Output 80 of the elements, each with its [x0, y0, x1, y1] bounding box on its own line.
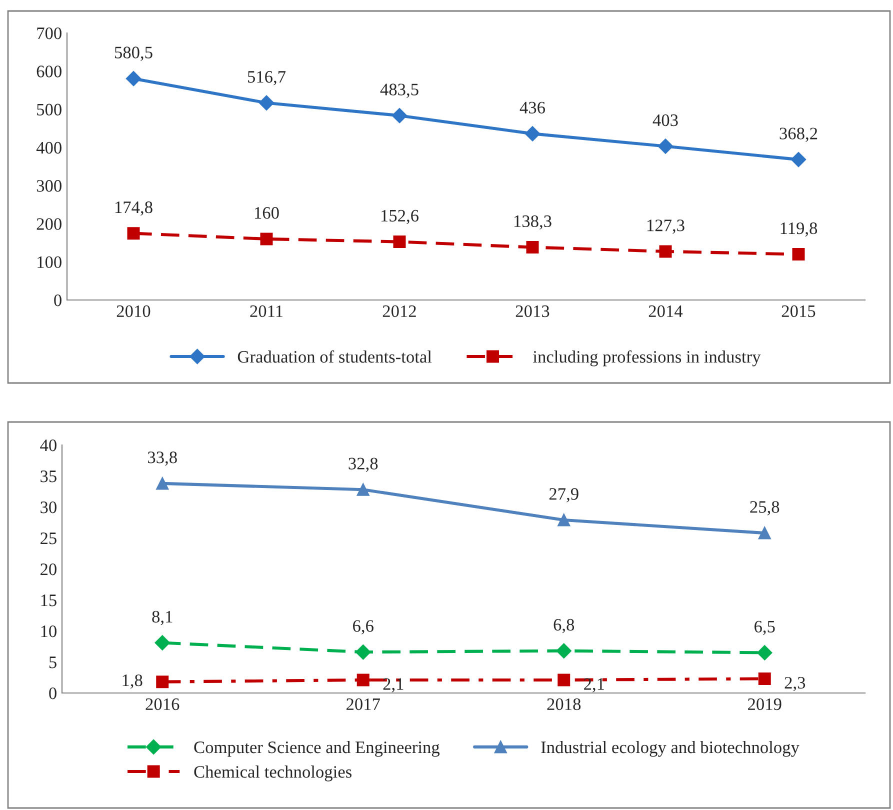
point: [658, 138, 674, 154]
point: [258, 95, 274, 110]
y-tick-label: 0: [49, 687, 56, 700]
point: [659, 245, 672, 258]
data-label: 436: [520, 102, 546, 114]
point: [356, 674, 370, 686]
point: [556, 643, 572, 658]
x-tick-label: 2017: [346, 698, 380, 710]
data-label: 25,8: [750, 501, 780, 516]
data-label: 2,3: [784, 676, 806, 692]
point: [524, 126, 540, 142]
point: [126, 71, 142, 86]
data-label: 33,8: [148, 452, 177, 466]
legend-label: Industrial ecology and biotechnology: [541, 740, 800, 757]
x-tick-label: 2013: [516, 305, 550, 318]
point: [154, 635, 170, 650]
y-tick-label: 500: [37, 104, 62, 116]
y-tick-label: 200: [36, 218, 62, 230]
y-tick-label: 25: [40, 532, 56, 544]
data-label: 2,1: [383, 678, 404, 692]
data-label: 138,3: [514, 215, 552, 230]
y-tick-label: 10: [41, 625, 56, 638]
x-tick-label: 2019: [748, 698, 782, 710]
x-tick-label: 2015: [782, 305, 816, 318]
point: [792, 248, 805, 261]
y-tick-label: 300: [36, 180, 62, 192]
data-label: 27,9: [549, 488, 578, 502]
legend-label: Graduation of students-total: [238, 350, 432, 363]
y-tick-label: 35: [40, 470, 56, 482]
x-tick-label: 2012: [382, 305, 416, 318]
data-label: 152,6: [381, 210, 419, 224]
data-label: 368,2: [780, 128, 818, 142]
data-label: 1,8: [122, 674, 142, 689]
legend-label: including professions in industry: [533, 350, 761, 366]
y-tick-label: 15: [41, 594, 56, 606]
point: [156, 477, 169, 490]
point: [758, 672, 771, 685]
point: [356, 483, 370, 496]
point: [526, 241, 539, 254]
y-tick-label: 30: [40, 501, 56, 514]
data-label: 6,5: [754, 620, 775, 636]
point: [558, 514, 570, 526]
y-tick-label: 5: [49, 656, 56, 668]
y-tick-label: 700: [37, 27, 62, 40]
data-label: 127,3: [647, 220, 684, 234]
data-label: 8,1: [152, 610, 172, 626]
data-label: 516,7: [248, 71, 286, 86]
x-tick-label: 2011: [250, 305, 282, 318]
y-tick-label: 0: [54, 294, 62, 306]
point: [356, 644, 371, 660]
y-tick-label: 600: [36, 66, 62, 78]
y-tick-label: 40: [40, 439, 56, 452]
point: [127, 227, 140, 240]
data-label: 174,8: [115, 201, 152, 216]
legend-label: Computer Science and Engineering: [194, 740, 440, 757]
x-tick-label: 2016: [146, 698, 180, 710]
x-tick-label: 2014: [648, 305, 683, 318]
data-label: 2,1: [584, 678, 604, 692]
data-label: 483,5: [380, 84, 418, 98]
x-tick-label: 2010: [116, 305, 150, 318]
point: [156, 676, 169, 688]
data-label: 580,5: [114, 46, 152, 61]
point: [790, 152, 806, 168]
data-label: 119,8: [780, 222, 818, 237]
point: [392, 108, 408, 124]
data-label: 32,8: [348, 458, 378, 472]
data-label: 160: [255, 207, 279, 219]
data-label: 6,8: [554, 618, 574, 634]
point: [260, 232, 273, 246]
y-tick-label: 400: [36, 142, 62, 154]
x-tick-label: 2018: [547, 698, 581, 710]
y-tick-label: 100: [38, 256, 62, 268]
point: [758, 526, 771, 540]
point: [393, 236, 406, 248]
y-tick-label: 20: [40, 563, 56, 576]
legend-label: Chemical technologies: [194, 766, 352, 782]
data-label: 6,6: [353, 620, 374, 634]
point: [757, 645, 772, 660]
data-label: 403: [652, 114, 678, 126]
point: [558, 674, 570, 686]
